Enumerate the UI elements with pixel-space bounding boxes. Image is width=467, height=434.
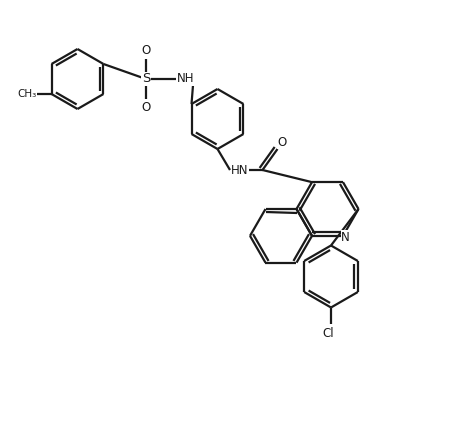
Text: HN: HN: [231, 164, 249, 177]
Text: O: O: [142, 45, 151, 57]
Text: N: N: [341, 231, 350, 244]
Text: S: S: [142, 72, 150, 85]
Text: CH₃: CH₃: [17, 89, 36, 99]
Text: NH: NH: [177, 72, 195, 85]
Text: O: O: [142, 101, 151, 114]
Text: O: O: [278, 135, 287, 148]
Text: Cl: Cl: [323, 327, 334, 340]
